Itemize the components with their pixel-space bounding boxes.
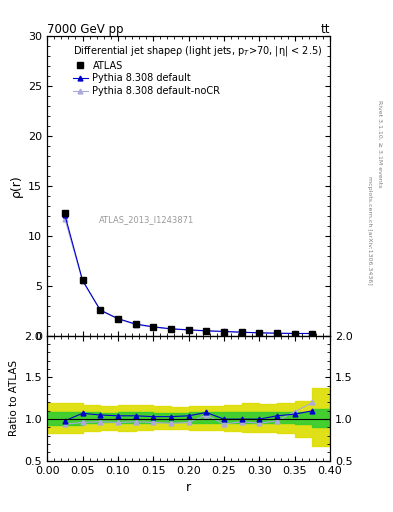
ATLAS xyxy=(292,331,297,337)
Pythia 8.308 default-noCR xyxy=(292,330,297,336)
ATLAS xyxy=(151,324,156,330)
Pythia 8.308 default-noCR xyxy=(310,330,315,336)
ATLAS xyxy=(186,327,191,333)
Pythia 8.308 default-noCR xyxy=(239,329,244,335)
ATLAS xyxy=(310,331,315,337)
Pythia 8.308 default-noCR xyxy=(133,322,138,328)
X-axis label: r: r xyxy=(186,481,191,494)
Pythia 8.308 default-noCR xyxy=(98,307,103,313)
Pythia 8.308 default xyxy=(80,277,85,283)
Text: ATLAS_2013_I1243871: ATLAS_2013_I1243871 xyxy=(99,215,194,224)
ATLAS xyxy=(275,330,279,336)
Pythia 8.308 default xyxy=(98,307,103,313)
ATLAS xyxy=(204,328,209,334)
Text: mcplots.cern.ch [arXiv:1306.3436]: mcplots.cern.ch [arXiv:1306.3436] xyxy=(367,176,372,285)
ATLAS xyxy=(80,277,85,283)
Line: Pythia 8.308 default-noCR: Pythia 8.308 default-noCR xyxy=(62,217,315,336)
Pythia 8.308 default xyxy=(204,328,209,334)
Pythia 8.308 default xyxy=(151,324,156,330)
Pythia 8.308 default-noCR xyxy=(204,328,209,334)
Pythia 8.308 default xyxy=(239,329,244,335)
Pythia 8.308 default xyxy=(222,328,226,334)
Pythia 8.308 default-noCR xyxy=(186,327,191,333)
Pythia 8.308 default xyxy=(275,330,279,336)
Pythia 8.308 default xyxy=(310,330,315,336)
Line: Pythia 8.308 default: Pythia 8.308 default xyxy=(62,212,315,336)
Text: Rivet 3.1.10, ≥ 3.1M events: Rivet 3.1.10, ≥ 3.1M events xyxy=(377,100,382,187)
Pythia 8.308 default-noCR xyxy=(116,316,120,322)
Pythia 8.308 default xyxy=(257,330,262,336)
Pythia 8.308 default xyxy=(133,321,138,327)
Pythia 8.308 default-noCR xyxy=(169,326,173,332)
ATLAS xyxy=(239,329,244,335)
ATLAS xyxy=(222,329,226,335)
ATLAS xyxy=(98,307,103,313)
Pythia 8.308 default xyxy=(62,212,67,218)
Pythia 8.308 default xyxy=(169,326,173,332)
Pythia 8.308 default-noCR xyxy=(275,330,279,336)
ATLAS xyxy=(62,210,67,216)
ATLAS xyxy=(169,326,173,332)
ATLAS xyxy=(133,321,138,327)
Pythia 8.308 default xyxy=(116,315,120,322)
Pythia 8.308 default-noCR xyxy=(80,278,85,284)
Line: ATLAS: ATLAS xyxy=(62,210,315,336)
Text: tt: tt xyxy=(321,23,330,36)
Pythia 8.308 default xyxy=(292,330,297,336)
Y-axis label: Ratio to ATLAS: Ratio to ATLAS xyxy=(9,360,19,436)
Legend: ATLAS, Pythia 8.308 default, Pythia 8.308 default-noCR: ATLAS, Pythia 8.308 default, Pythia 8.30… xyxy=(70,40,325,99)
Text: 7000 GeV pp: 7000 GeV pp xyxy=(47,23,124,36)
Pythia 8.308 default-noCR xyxy=(62,216,67,222)
Pythia 8.308 default-noCR xyxy=(257,330,262,336)
ATLAS xyxy=(116,316,120,322)
Pythia 8.308 default-noCR xyxy=(151,324,156,330)
Pythia 8.308 default-noCR xyxy=(222,329,226,335)
ATLAS xyxy=(257,330,262,336)
Pythia 8.308 default xyxy=(186,327,191,333)
Y-axis label: ρ(r): ρ(r) xyxy=(9,175,23,197)
